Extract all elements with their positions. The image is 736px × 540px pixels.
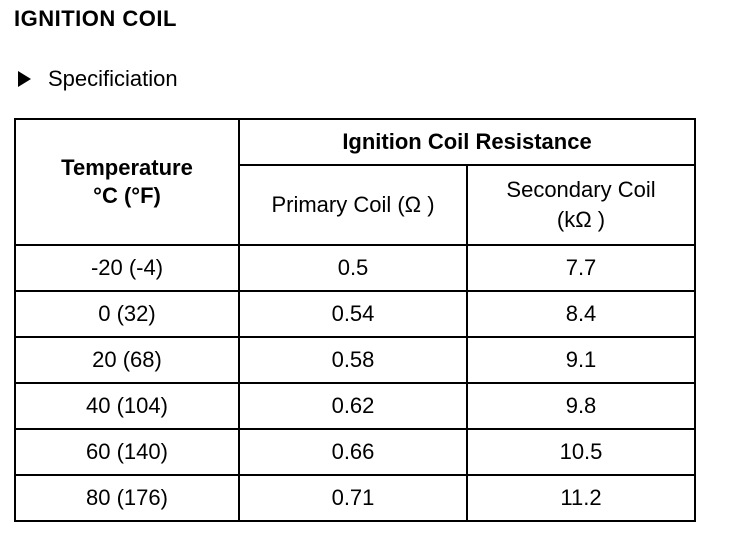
primary-coil-cell: 0.54 xyxy=(238,290,468,338)
table-row: -20 (-4) 0.5 7.7 xyxy=(14,244,696,292)
resistance-header: Ignition Coil Resistance xyxy=(238,118,696,166)
temperature-cell: 0 (32) xyxy=(14,290,240,338)
temperature-header-label: Temperature xyxy=(61,155,193,180)
secondary-coil-cell: 8.4 xyxy=(466,290,696,338)
secondary-coil-cell: 7.7 xyxy=(466,244,696,292)
table-row: 40 (104) 0.62 9.8 xyxy=(14,382,696,430)
primary-coil-cell: 0.66 xyxy=(238,428,468,476)
triangle-right-icon xyxy=(18,71,31,87)
temperature-cell: 40 (104) xyxy=(14,382,240,430)
secondary-coil-cell: 11.2 xyxy=(466,474,696,522)
primary-coil-cell: 0.58 xyxy=(238,336,468,384)
table-subheader-row: Primary Coil (Ω ) Secondary Coil (kΩ ) xyxy=(15,164,696,246)
table-row: 60 (140) 0.66 10.5 xyxy=(14,428,696,476)
secondary-coil-cell: 9.1 xyxy=(466,336,696,384)
temperature-header: Temperature °C (°F) xyxy=(14,118,240,246)
secondary-coil-cell: 9.8 xyxy=(466,382,696,430)
table-row: 20 (68) 0.58 9.1 xyxy=(14,336,696,384)
table-row: 0 (32) 0.54 8.4 xyxy=(14,290,696,338)
primary-coil-header: Primary Coil (Ω ) xyxy=(238,164,468,246)
secondary-coil-label: Secondary Coil xyxy=(506,177,656,202)
temperature-cell: 20 (68) xyxy=(14,336,240,384)
temperature-cell: -20 (-4) xyxy=(14,244,240,292)
temperature-cell: 80 (176) xyxy=(14,474,240,522)
ignition-coil-resistance-table: Temperature °C (°F) Ignition Coil Resist… xyxy=(14,118,696,522)
section-heading-label: Specificiation xyxy=(48,66,178,91)
temperature-cell: 60 (140) xyxy=(14,428,240,476)
table-header-row: Temperature °C (°F) Ignition Coil Resist… xyxy=(14,118,696,246)
secondary-coil-unit: (kΩ ) xyxy=(556,207,606,232)
primary-coil-cell: 0.5 xyxy=(238,244,468,292)
section-heading: Specificiation xyxy=(18,66,178,92)
temperature-unit-label: °C (°F) xyxy=(93,183,161,208)
secondary-coil-header: Secondary Coil (kΩ ) xyxy=(466,164,696,246)
secondary-coil-cell: 10.5 xyxy=(466,428,696,476)
table-row: 80 (176) 0.71 11.2 xyxy=(14,474,696,522)
primary-coil-cell: 0.71 xyxy=(238,474,468,522)
page-title: IGNITION COIL xyxy=(14,6,177,31)
primary-coil-cell: 0.62 xyxy=(238,382,468,430)
